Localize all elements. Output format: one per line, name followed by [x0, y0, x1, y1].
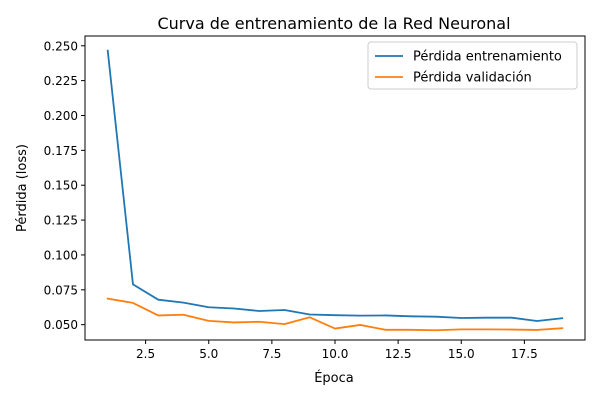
- x-tick-label: 2.5: [136, 347, 155, 361]
- y-tick-label: 0.200: [44, 109, 78, 123]
- x-tick-label: 15.0: [448, 347, 475, 361]
- x-tick-label: 7.5: [262, 347, 281, 361]
- y-tick-label: 0.075: [44, 283, 78, 297]
- y-tick-label: 0.125: [44, 214, 78, 228]
- y-tick-label: 0.225: [44, 74, 78, 88]
- series-line-2: [106, 297, 564, 332]
- x-tick-label: 10.0: [322, 347, 349, 361]
- series-line-1: [106, 49, 564, 322]
- y-tick-label: 0.150: [44, 179, 78, 193]
- x-axis-label: Época: [314, 370, 354, 386]
- legend-label-2: Pérdida validación: [413, 71, 532, 86]
- y-tick-label: 0.250: [44, 39, 78, 53]
- y-tick-label: 0.050: [44, 318, 78, 332]
- legend-label-1: Pérdida entrenamiento: [413, 50, 562, 65]
- y-tick-label: 0.100: [44, 248, 78, 262]
- y-axis-label: Pérdida (loss): [15, 144, 30, 232]
- plot-frame: [84, 35, 586, 341]
- y-tick-label: 0.175: [44, 144, 78, 158]
- legend: Pérdida entrenamiento Pérdida validación: [367, 41, 578, 90]
- x-tick-label: 12.5: [385, 347, 412, 361]
- legend-box: [367, 41, 578, 90]
- series-lines: [106, 49, 564, 332]
- chart-title: Curva de entrenamiento de la Red Neurona…: [157, 14, 510, 33]
- x-tick-label: 5.0: [199, 347, 218, 361]
- axis-ticks: 2.5 5.0 7.5 10.0 12.5 15.0 17.5 0.050 0.075 0.100…: [44, 39, 538, 361]
- x-tick-label: 17.5: [511, 347, 538, 361]
